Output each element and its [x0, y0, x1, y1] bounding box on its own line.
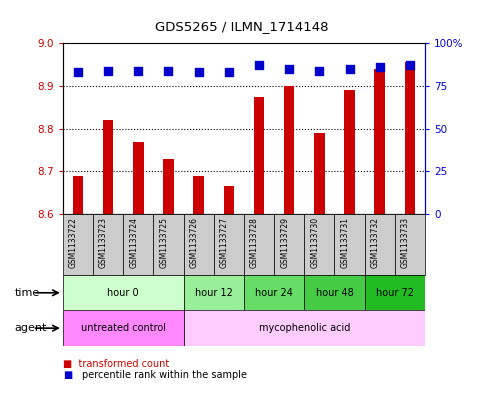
- Bar: [284, 86, 295, 214]
- Text: GSM1133724: GSM1133724: [129, 217, 138, 268]
- Text: GSM1133723: GSM1133723: [99, 217, 108, 268]
- Text: GSM1133731: GSM1133731: [341, 217, 350, 268]
- Bar: [334, 214, 365, 275]
- Text: GSM1133729: GSM1133729: [280, 217, 289, 268]
- Text: GSM1133722: GSM1133722: [69, 217, 78, 268]
- Text: GDS5265 / ILMN_1714148: GDS5265 / ILMN_1714148: [155, 20, 328, 33]
- Bar: [244, 214, 274, 275]
- Text: GSM1133725: GSM1133725: [159, 217, 169, 268]
- Bar: [405, 62, 415, 214]
- Bar: [184, 214, 213, 275]
- Bar: [193, 176, 204, 214]
- Bar: [213, 214, 244, 275]
- Bar: [274, 214, 304, 275]
- Bar: [133, 141, 143, 214]
- Text: GSM1133726: GSM1133726: [190, 217, 199, 268]
- Bar: [184, 275, 244, 310]
- Bar: [395, 214, 425, 275]
- Bar: [374, 69, 385, 214]
- Bar: [163, 159, 174, 214]
- Bar: [344, 90, 355, 214]
- Text: GSM1133732: GSM1133732: [371, 217, 380, 268]
- Bar: [244, 275, 304, 310]
- Point: [74, 69, 82, 75]
- Point: [104, 68, 112, 74]
- Bar: [154, 214, 184, 275]
- Text: hour 48: hour 48: [315, 288, 354, 298]
- Point: [165, 68, 172, 74]
- Text: agent: agent: [14, 323, 47, 333]
- Bar: [314, 133, 325, 214]
- Point: [134, 68, 142, 74]
- Text: GSM1133727: GSM1133727: [220, 217, 229, 268]
- Bar: [63, 214, 93, 275]
- Text: ■: ■: [63, 370, 72, 380]
- Text: time: time: [14, 288, 40, 298]
- Text: hour 12: hour 12: [195, 288, 233, 298]
- Text: mycophenolic acid: mycophenolic acid: [258, 323, 350, 333]
- Bar: [224, 186, 234, 214]
- Text: GSM1133728: GSM1133728: [250, 217, 259, 268]
- Text: hour 0: hour 0: [107, 288, 139, 298]
- Text: ■  transformed count: ■ transformed count: [63, 358, 169, 369]
- Bar: [72, 176, 83, 214]
- Point: [346, 66, 354, 72]
- Bar: [365, 214, 395, 275]
- Point: [315, 68, 323, 74]
- Bar: [63, 275, 184, 310]
- Text: percentile rank within the sample: percentile rank within the sample: [82, 370, 247, 380]
- Text: hour 72: hour 72: [376, 288, 414, 298]
- Point: [195, 69, 202, 75]
- Bar: [304, 275, 365, 310]
- Bar: [123, 214, 154, 275]
- Point: [285, 66, 293, 72]
- Text: GSM1133733: GSM1133733: [401, 217, 410, 268]
- Point: [255, 62, 263, 69]
- Bar: [63, 310, 184, 346]
- Bar: [365, 275, 425, 310]
- Point: [376, 64, 384, 70]
- Bar: [184, 310, 425, 346]
- Text: GSM1133730: GSM1133730: [311, 217, 319, 268]
- Bar: [103, 120, 114, 214]
- Text: hour 24: hour 24: [255, 288, 293, 298]
- Point: [406, 62, 414, 69]
- Text: untreated control: untreated control: [81, 323, 166, 333]
- Bar: [254, 97, 264, 214]
- Bar: [304, 214, 334, 275]
- Point: [225, 69, 233, 75]
- Bar: [93, 214, 123, 275]
